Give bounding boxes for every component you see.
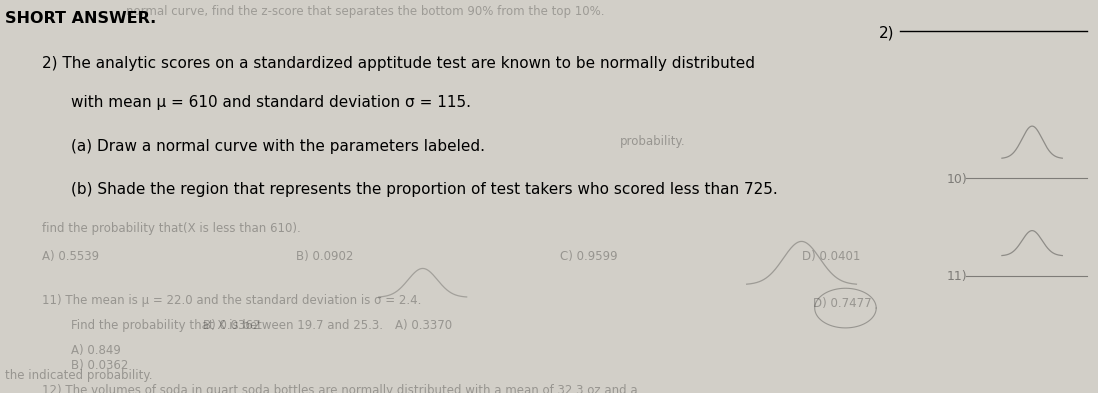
Text: the indicated probability.: the indicated probability. [5, 369, 153, 382]
Text: 2): 2) [878, 25, 894, 40]
Text: SHORT ANSWER.: SHORT ANSWER. [5, 11, 157, 26]
Text: A) 0.849: A) 0.849 [71, 344, 121, 357]
Text: D) 0.0401: D) 0.0401 [802, 250, 860, 263]
Text: find the probability that(X is less than 610).: find the probability that(X is less than… [42, 222, 301, 235]
Text: 12) The volumes of soda in quart soda bottles are normally distributed with a me: 12) The volumes of soda in quart soda bo… [42, 384, 637, 393]
Text: 10): 10) [946, 173, 967, 186]
Text: (a) Draw a normal curve with the parameters labeled.: (a) Draw a normal curve with the paramet… [71, 139, 485, 154]
Text: probability.: probability. [620, 135, 686, 148]
Text: B) 0.0362: B) 0.0362 [203, 319, 260, 332]
Text: C) 0.9599: C) 0.9599 [560, 250, 617, 263]
Text: Find the probability that X is between 19.7 and 25.3.: Find the probability that X is between 1… [71, 319, 383, 332]
Text: 2) The analytic scores on a standardized apptitude test are known to be normally: 2) The analytic scores on a standardized… [42, 56, 754, 71]
Text: A) 0.3370: A) 0.3370 [395, 319, 452, 332]
Text: B) 0.0902: B) 0.0902 [296, 250, 354, 263]
Text: 11): 11) [946, 270, 967, 283]
Text: A) 0.5539: A) 0.5539 [42, 250, 99, 263]
Text: 11) The mean is μ = 22.0 and the standard deviation is σ = 2.4.: 11) The mean is μ = 22.0 and the standar… [42, 294, 422, 307]
Text: D) 0.7477: D) 0.7477 [813, 297, 871, 310]
Text: with mean μ = 610 and standard deviation σ = 115.: with mean μ = 610 and standard deviation… [71, 95, 471, 110]
Text: (b) Shade the region that represents the proportion of test takers who scored le: (b) Shade the region that represents the… [71, 182, 778, 197]
Text: normal curve, find the z-score that separates the bottom 90% from the top 10%.: normal curve, find the z-score that sepa… [126, 6, 605, 18]
Text: B) 0.0362: B) 0.0362 [71, 358, 128, 371]
